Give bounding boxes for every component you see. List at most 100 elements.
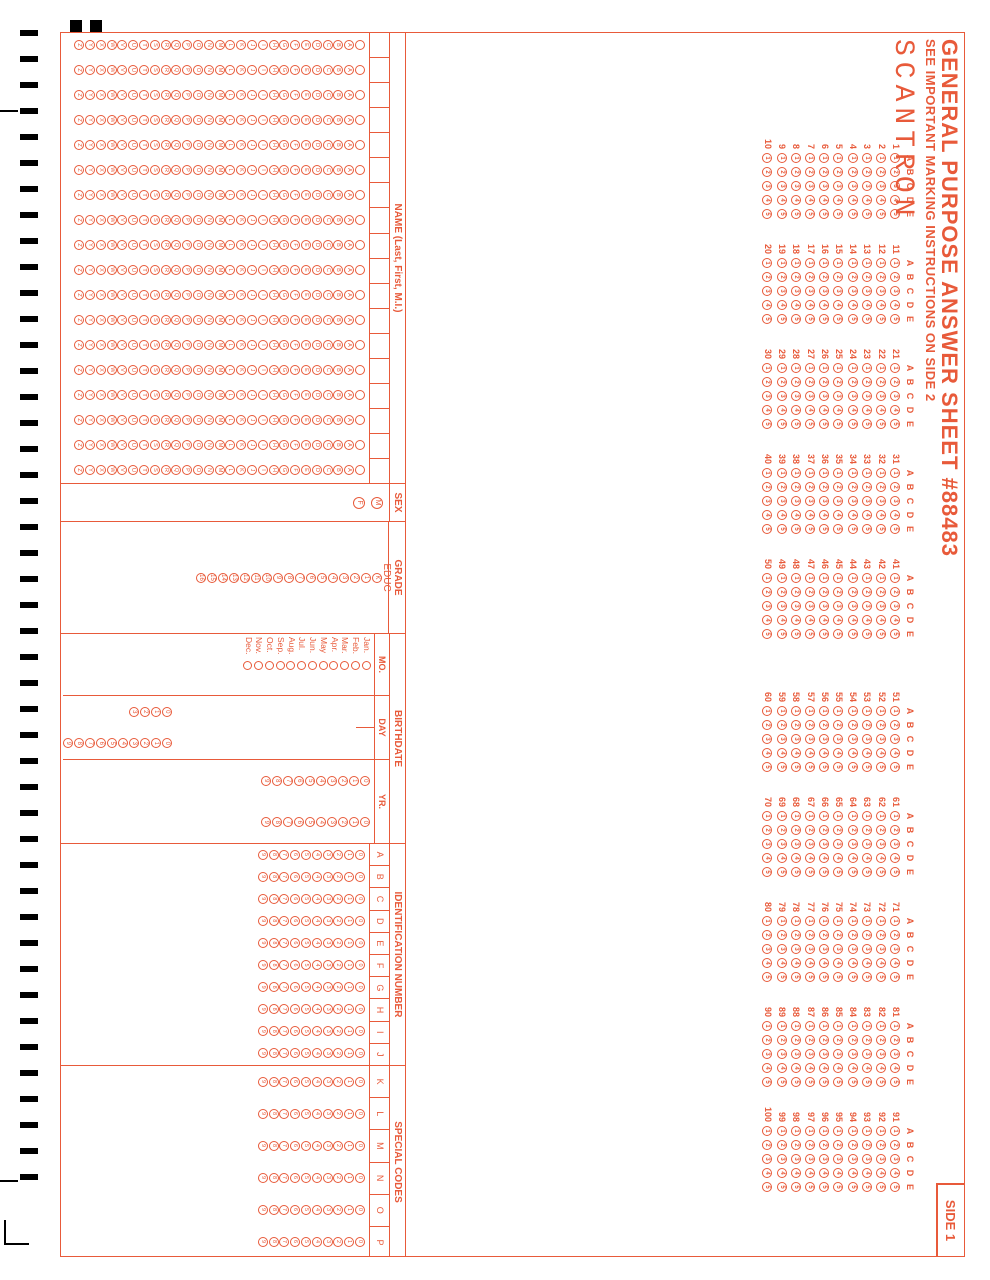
bubble[interactable]: 5: [301, 850, 311, 860]
question-row[interactable]: 512345: [833, 133, 845, 221]
bubble[interactable]: 7: [279, 960, 289, 970]
bubble[interactable]: O: [193, 165, 203, 175]
bubble[interactable]: M: [215, 240, 225, 250]
bubble[interactable]: 2: [338, 776, 348, 786]
bubble[interactable]: 4: [819, 300, 829, 310]
bubble[interactable]: Y: [85, 365, 95, 375]
bubble[interactable]: F: [290, 90, 300, 100]
bubble[interactable]: 3: [862, 496, 872, 506]
bubble[interactable]: 3: [876, 496, 886, 506]
bubble[interactable]: Y: [85, 240, 95, 250]
bubble[interactable]: 2: [819, 377, 829, 387]
bubble[interactable]: 4: [312, 1141, 322, 1151]
bubble[interactable]: 1: [833, 573, 843, 583]
bubble[interactable]: 5: [791, 1077, 801, 1087]
bubble[interactable]: P: [182, 440, 192, 450]
bubble[interactable]: Q: [171, 290, 181, 300]
bubble[interactable]: E: [301, 215, 311, 225]
bubble[interactable]: 2: [848, 167, 858, 177]
bubble[interactable]: P: [182, 390, 192, 400]
bubble[interactable]: 4: [890, 748, 900, 758]
bubble[interactable]: 2: [791, 930, 801, 940]
bubble[interactable]: 2: [763, 587, 773, 597]
bubble[interactable]: M: [215, 165, 225, 175]
bubble[interactable]: B: [333, 190, 343, 200]
bubble[interactable]: P: [182, 365, 192, 375]
bubble[interactable]: 0: [355, 1237, 365, 1247]
birth-month-option[interactable]: Nov.: [254, 637, 264, 692]
bubble[interactable]: U: [128, 365, 138, 375]
bubble[interactable]: A: [344, 65, 354, 75]
question-row[interactable]: 9212345: [876, 1106, 888, 1194]
bubble[interactable]: 6: [294, 776, 304, 786]
bubble[interactable]: 2: [833, 482, 843, 492]
bubble[interactable]: 0: [355, 916, 365, 926]
bubble[interactable]: 1: [151, 707, 161, 717]
id-writein-cell[interactable]: J: [370, 1044, 389, 1065]
bubble[interactable]: S: [150, 140, 160, 150]
bubble[interactable]: 5: [301, 938, 311, 948]
bubble[interactable]: X: [96, 265, 106, 275]
bubble[interactable]: I: [258, 40, 268, 50]
bubble[interactable]: X: [96, 290, 106, 300]
bubble[interactable]: Z: [74, 165, 84, 175]
bubble[interactable]: E: [301, 415, 311, 425]
bubble[interactable]: A: [344, 390, 354, 400]
bubble[interactable]: 6: [290, 1109, 300, 1119]
bubble[interactable]: [254, 661, 263, 670]
bubble[interactable]: 4: [890, 300, 900, 310]
birth-month-bubbles[interactable]: Jan.Feb.Mar.Apr.MayJun.Jul.Aug.Sep.Oct.N…: [242, 634, 375, 695]
bubble[interactable]: 2: [338, 817, 348, 827]
bubble[interactable]: 1: [833, 811, 843, 821]
bubble[interactable]: R: [161, 115, 171, 125]
bubble[interactable]: 7: [279, 916, 289, 926]
bubble[interactable]: J: [247, 240, 257, 250]
bubble[interactable]: 3: [848, 496, 858, 506]
question-row[interactable]: 5112345: [890, 686, 902, 774]
bubble[interactable]: V: [117, 190, 127, 200]
bubble[interactable]: L: [225, 465, 235, 475]
bubble[interactable]: 5: [805, 1182, 815, 1192]
bubble[interactable]: 1: [791, 363, 801, 373]
bubble[interactable]: 5: [876, 419, 886, 429]
bubble[interactable]: 1: [791, 153, 801, 163]
bubble[interactable]: 4: [805, 615, 815, 625]
bubble[interactable]: P: [182, 340, 192, 350]
bubble[interactable]: T: [139, 165, 149, 175]
bubble[interactable]: 1: [763, 916, 773, 926]
bubble[interactable]: X: [96, 90, 106, 100]
bubble[interactable]: 1: [777, 916, 787, 926]
bubble[interactable]: G: [279, 290, 289, 300]
bubble[interactable]: 0: [355, 850, 365, 860]
bubble[interactable]: Y: [85, 140, 95, 150]
bubble[interactable]: 3: [763, 286, 773, 296]
bubble[interactable]: W: [107, 140, 117, 150]
bubble[interactable]: 0: [355, 894, 365, 904]
bubble[interactable]: 3: [805, 944, 815, 954]
bubble[interactable]: 8: [269, 1205, 279, 1215]
bubble[interactable]: 5: [862, 209, 872, 219]
bubble[interactable]: M: [215, 340, 225, 350]
bubble[interactable]: 2: [862, 272, 872, 282]
bubble[interactable]: 7: [279, 894, 289, 904]
bubble[interactable]: K: [236, 115, 246, 125]
bubble[interactable]: 2: [890, 482, 900, 492]
bubble[interactable]: 7: [279, 1004, 289, 1014]
bubble[interactable]: U: [128, 265, 138, 275]
bubble[interactable]: O: [193, 240, 203, 250]
bubble[interactable]: 3: [323, 960, 333, 970]
bubble[interactable]: 4: [312, 850, 322, 860]
bubble[interactable]: 1: [763, 1021, 773, 1031]
bubble[interactable]: 1: [848, 363, 858, 373]
bubble[interactable]: Z: [74, 340, 84, 350]
bubble[interactable]: 3: [323, 916, 333, 926]
bubble[interactable]: 5: [862, 1182, 872, 1192]
bubble[interactable]: 5: [848, 419, 858, 429]
bubble[interactable]: 3: [833, 734, 843, 744]
bubble[interactable]: 1: [805, 706, 815, 716]
bubble[interactable]: 9: [258, 960, 268, 970]
bubble[interactable]: 5: [791, 1182, 801, 1192]
bubble[interactable]: 0: [162, 738, 172, 748]
bubble[interactable]: 3: [805, 839, 815, 849]
question-row[interactable]: 5212345: [876, 686, 888, 774]
